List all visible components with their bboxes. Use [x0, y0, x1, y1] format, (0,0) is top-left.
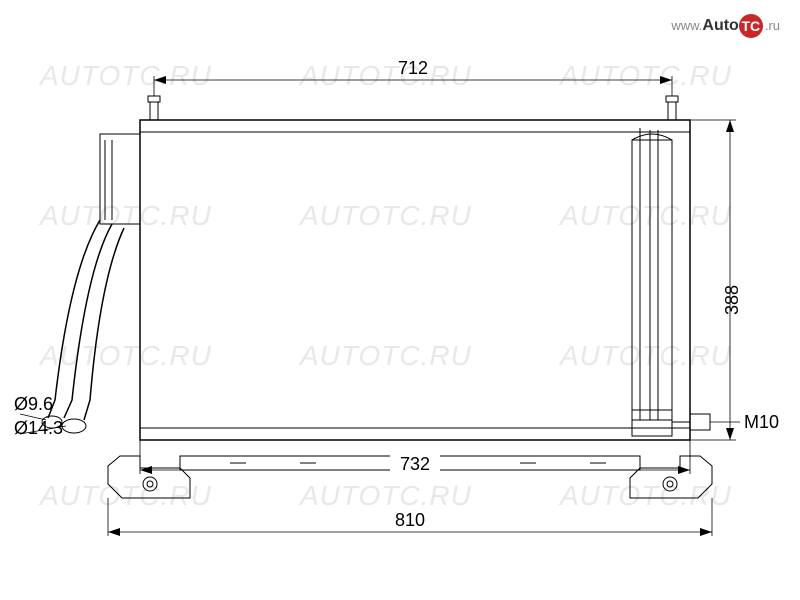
top-pin-left [148, 96, 160, 120]
svg-text:712: 712 [398, 58, 428, 78]
svg-text:M10: M10 [744, 412, 779, 432]
svg-text:732: 732 [400, 454, 430, 474]
technical-drawing: 712 388 732 810 M10 Ø9.6 [0, 0, 800, 600]
radiator-bottom-tank [140, 428, 690, 440]
bottom-bracket-right [630, 456, 712, 498]
radiator-core [140, 120, 690, 440]
svg-text:Ø14.3: Ø14.3 [14, 418, 63, 438]
dim-thread: M10 [710, 412, 779, 432]
inlet-outlet-pipes [42, 134, 140, 433]
svg-text:810: 810 [395, 510, 425, 530]
dim-diameter-large: Ø14.3 [14, 418, 66, 438]
dim-bottom-width: 810 [108, 498, 712, 536]
dim-top-width: 712 [154, 58, 672, 96]
dim-inner-width: 732 [140, 440, 690, 476]
top-pin-right [666, 96, 678, 120]
receiver-dryer [632, 128, 710, 436]
svg-text:Ø9.6: Ø9.6 [14, 394, 53, 414]
radiator-top-tank [140, 120, 690, 132]
bottom-bracket-left [108, 456, 190, 498]
svg-text:388: 388 [722, 285, 742, 315]
dim-diameter-small: Ø9.6 [14, 394, 53, 420]
dim-height: 388 [690, 120, 742, 440]
